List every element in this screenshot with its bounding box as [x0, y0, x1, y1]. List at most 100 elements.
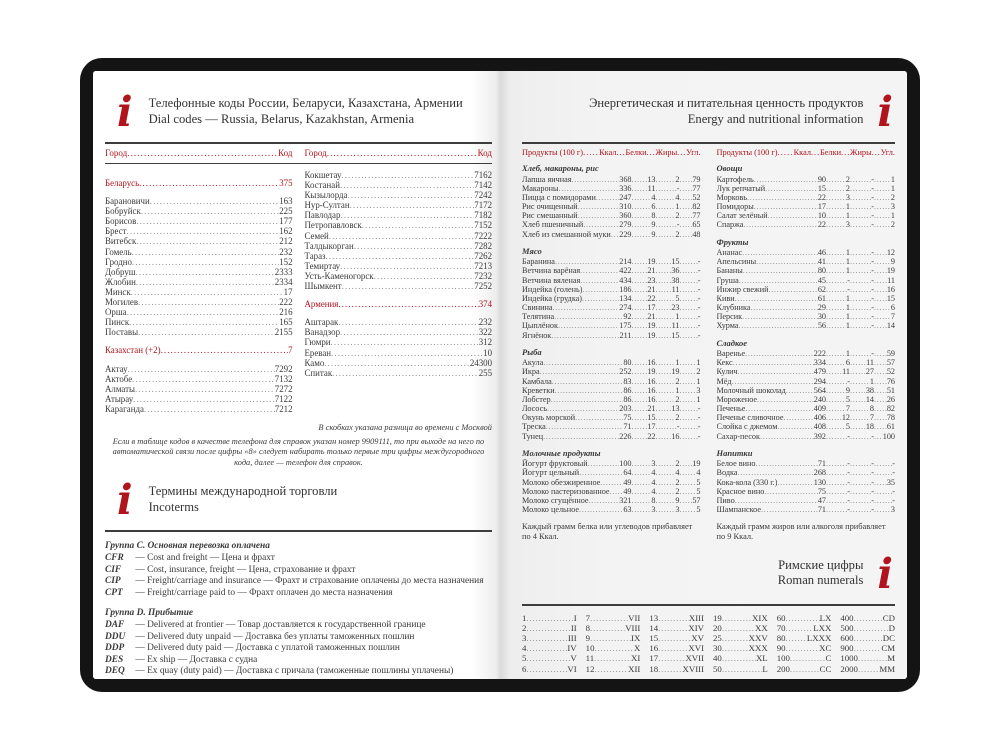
protein-value: 5: [845, 422, 850, 432]
roman-numeral: XXV: [748, 633, 768, 644]
carbs-value: 9: [890, 257, 895, 267]
protein-value: 21: [647, 404, 656, 414]
kcal-value: 130: [813, 477, 826, 487]
kcal-value: 17: [817, 202, 826, 212]
kcal-value: 226: [619, 431, 632, 441]
dial-code-value: 7282: [474, 240, 492, 251]
roman-numeral: VII: [628, 612, 641, 623]
dot-leader: [582, 294, 619, 303]
dot-leader: [656, 230, 676, 239]
dot-leader: [874, 377, 887, 386]
dial-code-value: 163: [279, 196, 293, 207]
fat-cell: -: [850, 266, 874, 275]
fat-value: 2: [675, 477, 680, 487]
dot-leader: [580, 266, 619, 275]
protein-value: 1: [845, 312, 850, 322]
kcal-value: 45: [817, 275, 826, 285]
dial-city-label: Ванадзор: [304, 327, 341, 338]
protein-cell: -: [826, 459, 850, 468]
fat-value: 2: [675, 394, 680, 404]
dot-leader: [850, 496, 871, 505]
protein-cell: -: [826, 377, 850, 386]
nutrition-row: Слойка с джемом 408 5 18 61: [717, 422, 896, 431]
dot-leader: [575, 413, 623, 422]
dial-city-label: Камо: [304, 357, 325, 368]
arabic-number: 14: [649, 622, 659, 633]
left-page: i Телефонные коды России, Беларуси, Каза…: [93, 71, 500, 679]
roman-row: 50 L: [713, 664, 768, 674]
roman-numeral: XXX: [748, 643, 768, 654]
dial-city-label: Орша: [105, 307, 127, 318]
dot-leader: [677, 148, 686, 157]
protein-cell: 22: [632, 294, 655, 303]
dot-leader: [680, 432, 698, 441]
dial-code-value: 212: [279, 236, 293, 247]
fat-value: 1: [675, 202, 680, 212]
roman-row: 17 XVII: [649, 653, 704, 663]
nutrition-table-header: Продукты (100 г) Ккал Белки Жиры Угл. Пр…: [522, 144, 895, 164]
dot-leader: [331, 337, 479, 347]
protein-cell: 21: [632, 266, 655, 275]
dial-code-value: 7222: [474, 230, 492, 241]
kcal-value: 15: [817, 183, 826, 193]
fat-cell: 8: [850, 404, 874, 413]
protein-value: 9: [651, 220, 656, 230]
carbs-cell: 61: [874, 422, 895, 431]
fat-cell: -: [850, 193, 874, 202]
fat-value: 15: [671, 257, 680, 267]
fat-value: 2: [675, 413, 680, 423]
protein-value: -: [847, 468, 850, 478]
carbs-cell: 3: [680, 386, 700, 395]
kcal-value: 279: [619, 220, 632, 230]
dot-leader: [680, 257, 698, 266]
dot-leader: [826, 432, 847, 441]
roman-row: 25 XXV: [713, 633, 768, 643]
fat-cell: 1: [656, 312, 679, 321]
dot-leader: [722, 664, 763, 674]
food-name: Окунь морской: [522, 413, 576, 423]
kcal-cell: 422: [580, 266, 631, 275]
carbs-cell: -: [680, 285, 701, 294]
nutrition-section: Мясо Баранина 214 19 15 -: [522, 246, 701, 340]
kcal-value: 63: [623, 505, 632, 515]
dial-title-ru: Телефонные коды России, Беларуси, Казахс…: [148, 96, 463, 110]
incoterms-code: CPT: [105, 587, 123, 598]
city-column-label: Город: [304, 148, 327, 158]
dot-leader: [826, 358, 846, 367]
carbs-cell: -: [874, 496, 895, 505]
kcal-cell: 334: [733, 358, 826, 367]
protein-value: 9: [845, 385, 850, 395]
nutrition-row: Окунь морской 75 15 2 -: [522, 413, 701, 422]
kcal-value: 41: [817, 257, 826, 267]
kcal-value: 83: [623, 376, 632, 386]
fat-value: -: [871, 459, 874, 469]
roman-numeral: XIII: [688, 612, 705, 623]
dot-leader: [756, 257, 818, 266]
fat-value: -: [871, 220, 874, 230]
carbs-value: -: [697, 312, 701, 322]
dial-row: Тараз 7262: [305, 251, 493, 261]
dot-leader: [656, 432, 672, 441]
dot-leader: [790, 664, 820, 674]
kcal-value: 100: [619, 459, 632, 469]
nutrition-row: Кулич 479 11 27 52: [717, 367, 896, 376]
fat-cell: -: [850, 459, 874, 468]
arabic-number: 50: [713, 663, 722, 674]
dot-leader: [656, 358, 676, 367]
dial-city-label: Актау: [105, 363, 128, 374]
dial-city-label: Атырау: [105, 393, 134, 404]
protein-cell: 6: [632, 202, 655, 211]
protein-value: 3: [845, 220, 850, 230]
carbs-cell: -: [680, 257, 701, 266]
protein-cell: -: [826, 276, 850, 285]
kcal-value: 203: [619, 404, 632, 414]
dot-leader: [658, 633, 691, 643]
incoterms-item: DAF — Delivered at frontier — Товар дост…: [105, 620, 492, 632]
dot-leader: [136, 267, 275, 277]
code-column-label: Код: [477, 148, 492, 158]
dot-leader: [874, 175, 891, 184]
fat-cell: -: [850, 468, 874, 477]
protein-value: 4: [651, 468, 656, 478]
dial-row: Гродно 152: [105, 257, 293, 267]
kcal-value: 406: [813, 413, 826, 423]
